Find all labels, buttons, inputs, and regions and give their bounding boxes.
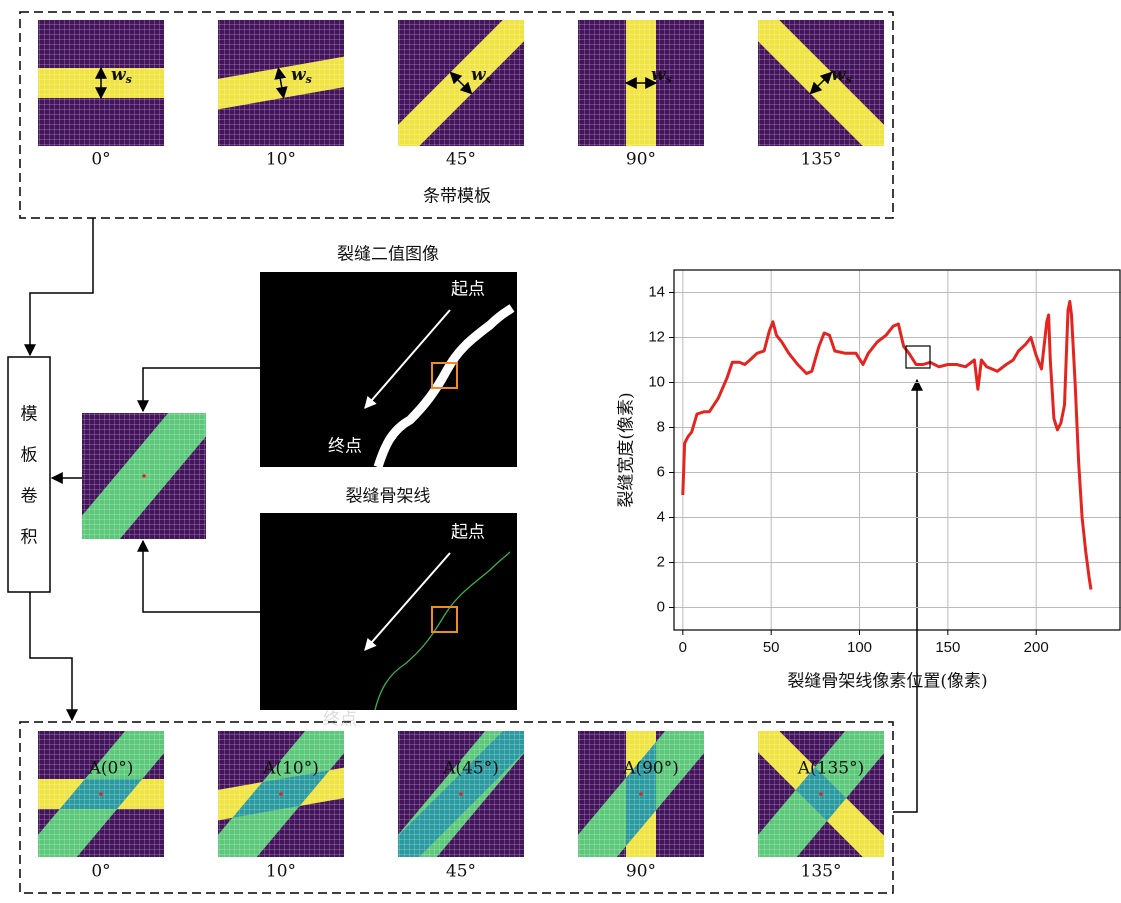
s: s (306, 73, 312, 86)
template-body (0, 665, 251, 899)
x-tick-label: 50 (763, 639, 780, 656)
x-axis-label: 裂缝骨架线像素位置(像素) (787, 672, 987, 692)
center-dot (819, 792, 823, 796)
connector (143, 368, 260, 411)
data-line (683, 302, 1091, 590)
convolution-char: 卷 (21, 487, 38, 507)
y-tick-label: 10 (648, 373, 665, 390)
s: s (666, 73, 672, 86)
angle-label: 45° (446, 862, 476, 882)
w: w (651, 65, 667, 85)
caption: 条带模板 (423, 187, 491, 207)
template: ws (0, 20, 251, 146)
y-tick-label: 4 (657, 508, 665, 525)
y-tick-label: 0 (657, 598, 665, 615)
center-dot (99, 792, 103, 796)
template: ws (578, 0, 704, 233)
angle-label: 135° (801, 150, 842, 170)
w: w (831, 65, 847, 85)
start-label: 起点 (451, 280, 485, 300)
angle-label: 10° (266, 150, 296, 170)
convolution-char: 积 (21, 528, 38, 548)
angle-label: 90° (626, 862, 656, 882)
title: 裂缝骨架线 (346, 487, 431, 507)
connector (143, 541, 260, 612)
center-dot (639, 792, 643, 796)
y-tick-label: 2 (657, 553, 665, 570)
end-label: 终点 (323, 710, 357, 730)
matched-template (0, 665, 251, 899)
figure: 裂缝二值图像 起点 终点 裂缝骨架线 起点 终点 条带模板 模板卷积ws0°A(… (0, 0, 1121, 899)
y-tick-label: 14 (648, 283, 665, 300)
match-label: A(90°) (622, 759, 679, 779)
start-label: 起点 (451, 523, 485, 543)
x-tick-label: 0 (679, 639, 687, 656)
template-body (578, 0, 704, 233)
template-body (704, 0, 937, 200)
conv-template (63, 385, 225, 566)
angle-label: 10° (266, 862, 296, 882)
template: ws (344, 0, 577, 200)
template-body (344, 0, 577, 200)
connector (30, 218, 93, 355)
s: s (126, 73, 132, 86)
connector (30, 592, 72, 720)
w: w (291, 65, 307, 85)
match-label: A(45°) (442, 759, 499, 779)
center-dot (459, 792, 463, 796)
angle-label: 45° (446, 150, 476, 170)
convolution-char: 模 (21, 405, 38, 425)
angle-label: 135° (801, 862, 842, 882)
angle-label: 0° (91, 862, 110, 882)
skeleton-image (260, 513, 517, 710)
x-tick-label: 150 (935, 639, 960, 656)
match-label: A(10°) (262, 759, 319, 779)
y-tick-label: 6 (657, 463, 665, 480)
angle-label: 90° (626, 150, 656, 170)
y-tick-label: 8 (657, 418, 665, 435)
s: s (486, 73, 492, 86)
end-label: 终点 (328, 437, 362, 457)
template: ws (131, 20, 432, 146)
s: s (846, 73, 852, 86)
x-tick-label: 200 (1024, 639, 1049, 656)
y-axis-label: 裂缝宽度(像素) (617, 392, 637, 507)
title: 裂缝二值图像 (337, 245, 439, 265)
convolution-box (8, 357, 50, 592)
y-tick-label: 12 (648, 328, 665, 345)
match-label: A(135°) (797, 759, 865, 779)
match-label: A(0°) (88, 759, 134, 779)
w: w (471, 65, 487, 85)
angle-label: 0° (91, 150, 110, 170)
convolution-char: 板 (21, 446, 38, 466)
template: ws (704, 0, 937, 200)
w: w (111, 65, 127, 85)
connector (893, 380, 917, 812)
center-dot (279, 792, 283, 796)
x-tick-label: 100 (847, 639, 872, 656)
